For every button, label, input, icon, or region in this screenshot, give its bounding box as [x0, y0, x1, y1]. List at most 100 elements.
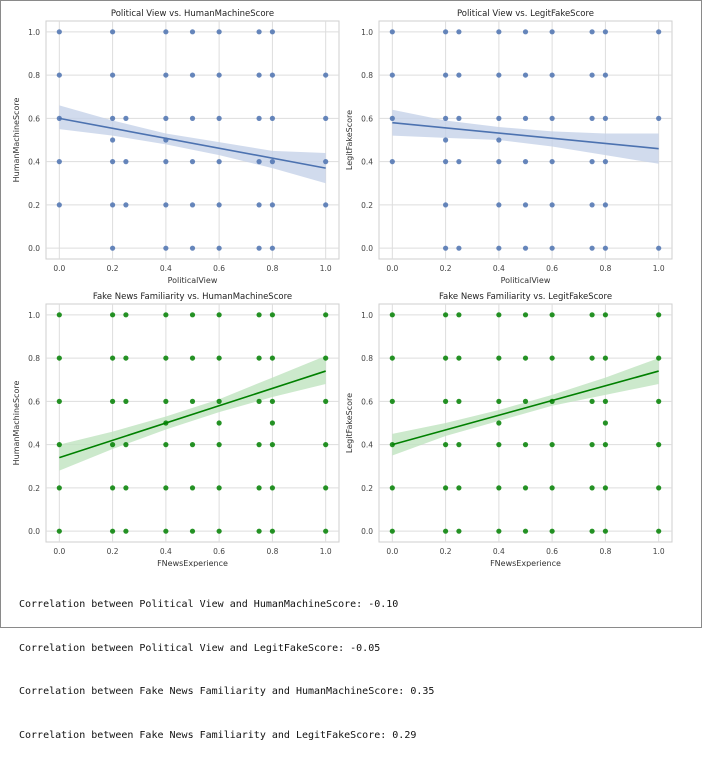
y-tick-label: 0.6: [361, 397, 373, 406]
data-point: [56, 202, 62, 208]
data-point: [389, 29, 395, 35]
figure-frame: 0.0 0.2 0.4 0.6 0.8 1.0 0.0 0.2 0.4 0.6 0.8 1.0 Poli…: [0, 0, 702, 741]
data-point: [496, 72, 502, 78]
data-point: [216, 159, 222, 165]
regression-line: [59, 117, 326, 169]
data-point: [256, 355, 262, 361]
data-point: [496, 137, 502, 143]
data-point: [189, 29, 196, 35]
data-point: [269, 398, 276, 404]
correlation-line-political-humanmachine: Correlation between Political View and H…: [19, 599, 399, 610]
data-point: [163, 115, 169, 121]
data-point: [109, 202, 116, 208]
data-point: [549, 115, 555, 121]
data-point: [109, 528, 116, 534]
data-point: [442, 29, 449, 35]
data-point: [389, 485, 395, 491]
x-tick-label: 0.8: [599, 264, 611, 273]
data-point: [442, 398, 449, 404]
data-point: [189, 485, 196, 491]
x-tick-label: 0.2: [440, 547, 452, 556]
chart-title: Political View vs. LegitFakeScore: [457, 9, 594, 19]
data-point: [656, 528, 662, 534]
data-point: [189, 442, 196, 448]
data-point: [269, 159, 276, 165]
data-point: [389, 115, 395, 121]
data-point: [323, 72, 329, 78]
data-point: [589, 312, 595, 318]
x-tick-label: 0.6: [213, 547, 225, 556]
data-point: [269, 442, 276, 448]
data-point: [109, 29, 116, 35]
data-point: [389, 355, 395, 361]
y-tick-label: 0.8: [28, 71, 40, 80]
data-point: [269, 115, 276, 121]
data-point: [442, 115, 449, 121]
data-point: [549, 485, 555, 491]
x-axis-label: FNewsExperience: [490, 559, 561, 567]
data-point: [256, 202, 262, 208]
y-tick-label: 0.8: [361, 354, 373, 363]
data-point: [269, 355, 276, 361]
data-point: [589, 202, 595, 208]
data-point: [123, 442, 129, 448]
data-point: [602, 355, 609, 361]
y-tick-label: 0.4: [28, 158, 40, 167]
data-point: [442, 159, 449, 165]
x-tick-label: 0.4: [160, 264, 172, 273]
data-point: [389, 528, 395, 534]
data-point: [269, 485, 276, 491]
data-point: [109, 485, 116, 491]
data-point: [123, 159, 129, 165]
x-tick-label: 0.0: [386, 264, 398, 273]
data-point: [323, 159, 329, 165]
data-point: [189, 312, 196, 318]
data-point: [109, 245, 116, 251]
data-point: [216, 202, 222, 208]
data-point: [442, 202, 449, 208]
y-tick-label: 0.8: [361, 71, 373, 80]
data-point: [602, 245, 609, 251]
data-point: [589, 485, 595, 491]
data-point: [496, 398, 502, 404]
data-point: [269, 245, 276, 251]
data-point: [549, 312, 555, 318]
data-point: [256, 159, 262, 165]
y-tick-label: 0.6: [28, 397, 40, 406]
data-point: [389, 72, 395, 78]
x-tick-label: 0.8: [599, 547, 611, 556]
data-point: [256, 312, 262, 318]
data-point: [216, 312, 222, 318]
data-point: [602, 485, 609, 491]
x-tick-label: 1.0: [653, 547, 665, 556]
data-point: [123, 312, 129, 318]
y-tick-label: 0.0: [28, 244, 40, 253]
data-point: [656, 398, 662, 404]
data-point: [269, 29, 276, 35]
data-point: [109, 442, 116, 448]
data-point: [323, 442, 329, 448]
data-point: [269, 72, 276, 78]
data-point: [496, 159, 502, 165]
data-point: [123, 115, 129, 121]
data-point: [589, 29, 595, 35]
y-tick-label: 1.0: [28, 311, 40, 320]
data-point: [189, 159, 196, 165]
data-point: [602, 442, 609, 448]
x-axis-label: FNewsExperience: [157, 559, 228, 567]
data-point: [496, 115, 502, 121]
data-point: [216, 29, 222, 35]
x-tick-label: 0.0: [386, 547, 398, 556]
data-point: [56, 355, 62, 361]
data-point: [496, 528, 502, 534]
data-point: [256, 115, 262, 121]
correlation-line-familiarity-humanmachine: Correlation between Fake News Familiarit…: [19, 686, 435, 697]
data-point: [216, 115, 222, 121]
data-point: [602, 398, 609, 404]
x-tick-label: 0.4: [160, 547, 172, 556]
data-point: [549, 159, 555, 165]
data-point: [549, 528, 555, 534]
data-point: [522, 72, 529, 78]
data-point: [109, 115, 116, 121]
regression-line: [392, 121, 659, 150]
